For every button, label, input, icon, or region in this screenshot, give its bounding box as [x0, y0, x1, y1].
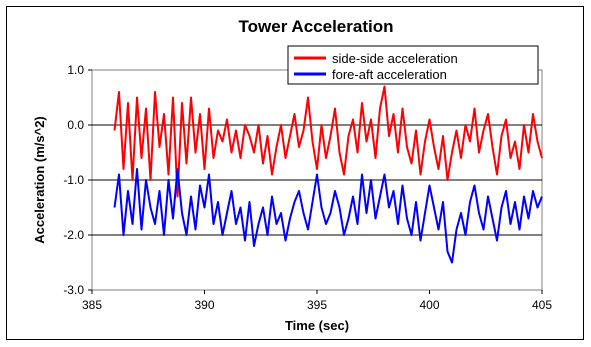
series-line-1 — [113, 168, 543, 264]
y-tick-label-2: -1.0 — [63, 173, 84, 187]
y-axis-title: Acceleration (m/s^2) — [32, 116, 47, 244]
legend-label-fore-aft: fore-aft acceleration — [332, 67, 447, 82]
y-tick-label-1: 0.0 — [67, 118, 84, 132]
x-tick-label-1: 390 — [194, 298, 214, 312]
x-tick-label-0: 385 — [82, 298, 102, 312]
legend-box — [287, 45, 539, 85]
legend: side-side acceleration fore-aft accelera… — [287, 45, 539, 85]
y-tick-label-3: -2.0 — [63, 228, 84, 242]
series-line-0 — [113, 85, 543, 198]
x-axis-title: Time (sec) — [285, 318, 349, 333]
x-tick-label-3: 400 — [419, 298, 439, 312]
y-axis-ticks: 1.0 0.0 -1.0 -2.0 -3.0 — [63, 63, 92, 297]
chart-title: Tower Acceleration — [239, 17, 394, 36]
x-tick-label-4: 405 — [532, 298, 552, 312]
y-tick-label-4: -3.0 — [63, 283, 84, 297]
legend-label-side-side: side-side acceleration — [332, 51, 458, 66]
x-tick-label-2: 395 — [307, 298, 327, 312]
series-layer — [113, 85, 543, 264]
y-tick-label-0: 1.0 — [67, 63, 84, 77]
x-axis-ticks: 385 390 395 400 405 — [82, 290, 552, 312]
